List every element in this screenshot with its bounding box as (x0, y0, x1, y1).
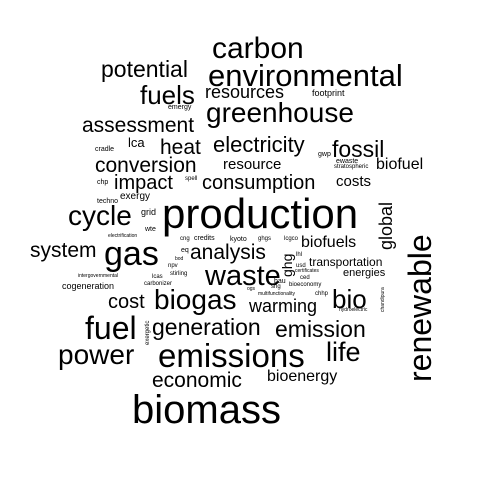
word-lcas: lcas (152, 274, 163, 280)
word-fuel: fuel (85, 310, 137, 346)
word-analysis: analysis (190, 241, 266, 264)
word-techno: techno (97, 198, 119, 205)
word-ghg: ghg (279, 253, 295, 277)
word-footprint: footprint (312, 88, 345, 98)
word-lcgco: lcgco (284, 236, 299, 242)
word-ced: ced (300, 275, 310, 281)
word-waste: waste (205, 260, 281, 292)
word-cogeneration: cogeneration (62, 281, 115, 291)
word-spell: spell (185, 176, 198, 182)
word-ewaste: ewaste (336, 158, 359, 165)
word-fuels: fuels (140, 80, 195, 110)
word-bioenergy: bioenergy (267, 368, 338, 385)
word-emission: emission (275, 316, 366, 342)
word-carbon: carbon (212, 32, 304, 65)
word-biomass: biomass (132, 388, 281, 432)
word-certificates: certificates (295, 268, 319, 274)
word-biofuel: biofuel (376, 156, 424, 173)
word-environmental: environmental (208, 58, 403, 93)
word-system: system (30, 239, 97, 262)
word-emergy: emergy (168, 104, 192, 111)
word-lhl: lhl (296, 252, 303, 258)
word-warming: warming (249, 296, 318, 316)
word-resources: resources (205, 82, 285, 102)
word-potential: potential (101, 56, 188, 82)
word-lca: lca (128, 135, 145, 150)
word-biofuels: biofuels (301, 234, 357, 251)
word-biogas: biogas (154, 284, 237, 315)
word-ghgs: ghgs (258, 236, 272, 242)
word-chhp: chhp (315, 291, 329, 297)
word-electrification: electrification (108, 233, 138, 239)
word-gas: gas (104, 235, 159, 273)
word-bioeconomy: bioeconomy (289, 282, 322, 288)
word-bod: bod (175, 256, 184, 262)
word-bau: bau (274, 278, 286, 285)
word-impact: impact (114, 172, 173, 194)
word-eq: eq (181, 247, 189, 254)
word-cost: cost (108, 291, 145, 313)
word-credits: credits (194, 235, 215, 242)
word-emissions: emissions (158, 337, 305, 374)
word-power: power (58, 339, 135, 370)
word-renewable: renewable (402, 234, 438, 382)
word-gwp: gwp (318, 151, 331, 158)
word-fossil: fossil (332, 136, 385, 162)
word-multifunctionality: multifunctionality (258, 291, 295, 297)
word-economic: economic (152, 369, 242, 392)
word-transportation: transportation (309, 255, 383, 269)
word-life: life (326, 337, 361, 367)
word-resource: resource (223, 156, 282, 173)
word-wte: wte (145, 226, 156, 233)
word-costs: costs (336, 173, 372, 190)
word-npv: npv (168, 263, 178, 269)
word-electricity: electricity (213, 132, 305, 157)
word-assessment: assessment (82, 114, 195, 137)
word-carbonizer: carbonizer (144, 281, 173, 287)
word-hydroelectric: hydroelectric (339, 307, 368, 313)
word-cng: cng (180, 236, 190, 242)
word-conversion: conversion (95, 154, 197, 177)
word-heat: heat (160, 136, 201, 159)
word-usd: usd (296, 263, 306, 269)
word-ogs: ogs (247, 286, 256, 292)
word-production: production (162, 190, 359, 237)
word-stirling: stirling (170, 271, 188, 277)
word-stratospheric: stratospheric (334, 164, 369, 170)
word-chandipura: chandipura (380, 287, 386, 312)
word-greenhouse: greenhouse (206, 97, 354, 128)
word-kyoto: kyoto (230, 236, 247, 243)
word-consumption: consumption (202, 172, 316, 194)
word-energies: energies (343, 267, 386, 279)
word-grid: grid (141, 207, 157, 217)
word-generation: generation (152, 314, 261, 340)
word-sng: sng (271, 284, 281, 290)
word-cycle: cycle (68, 200, 132, 231)
word-intergovernmental: intergovernmental (78, 273, 119, 279)
word-chp: chp (97, 179, 109, 186)
word-exergetic: exergetic (145, 320, 151, 345)
word-exergy: exergy (120, 191, 151, 202)
word-bio: bio (332, 284, 367, 314)
word-cradle: cradle (95, 146, 115, 153)
word-global: global (376, 201, 396, 250)
